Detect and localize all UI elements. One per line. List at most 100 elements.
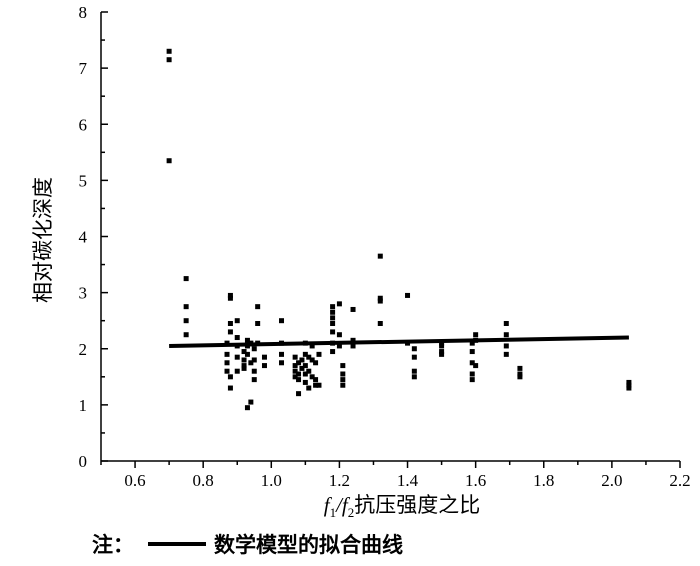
- note: 注： 数学模型的拟合曲线: [92, 533, 403, 557]
- data-point: [626, 379, 632, 385]
- y-tick-label: 6: [79, 115, 88, 134]
- data-point: [350, 343, 356, 349]
- data-point: [503, 343, 509, 349]
- note-text: 数学模型的拟合曲线: [214, 533, 403, 557]
- data-point: [330, 320, 336, 326]
- x-tick-label: 1.2: [329, 471, 350, 490]
- data-point: [244, 351, 250, 357]
- x-tick-label: 1.8: [533, 471, 554, 490]
- data-point: [248, 399, 254, 405]
- data-point: [224, 360, 230, 366]
- data-point: [227, 329, 233, 335]
- data-point: [473, 332, 479, 338]
- data-point: [227, 295, 233, 301]
- x-tick-label: 0.8: [193, 471, 214, 490]
- data-point: [166, 48, 172, 54]
- data-point: [292, 354, 298, 360]
- y-tick-label: 0: [79, 452, 88, 471]
- x-ticks: 0.6 0.8 1.0 1.2 1.4 1.6 1.8 2.0 2.2: [100, 461, 691, 490]
- data-point: [296, 371, 302, 377]
- data-point: [313, 382, 319, 388]
- x-axis-title: f1/f2抗压强度之比: [324, 493, 481, 520]
- data-point: [336, 332, 342, 338]
- data-point: [241, 365, 247, 371]
- x-tick-label: 1.6: [465, 471, 486, 490]
- data-point: [517, 371, 523, 377]
- data-point: [255, 304, 261, 310]
- data-point: [377, 253, 383, 259]
- data-points: [166, 48, 632, 411]
- data-point: [296, 377, 302, 383]
- x-tick-label: 1.4: [397, 471, 419, 490]
- data-point: [469, 377, 475, 383]
- data-point: [302, 363, 308, 369]
- data-point: [227, 292, 233, 298]
- y-tick-label: 4: [79, 228, 88, 247]
- data-point: [405, 292, 411, 298]
- data-point: [227, 320, 233, 326]
- y-tick-label: 2: [79, 340, 88, 359]
- data-point: [411, 368, 417, 374]
- data-point: [330, 304, 336, 310]
- x-tick-label: 2.0: [601, 471, 622, 490]
- data-point: [279, 351, 285, 357]
- data-point: [517, 374, 523, 380]
- data-point: [227, 374, 233, 380]
- data-point: [261, 354, 267, 360]
- data-point: [183, 276, 189, 282]
- data-point: [296, 360, 302, 366]
- data-point: [306, 354, 312, 360]
- data-point: [234, 335, 240, 341]
- data-point: [503, 320, 509, 326]
- data-point: [411, 374, 417, 380]
- x-tick-label: 2.2: [669, 471, 690, 490]
- data-point: [340, 377, 346, 383]
- data-point: [330, 315, 336, 321]
- data-point: [309, 343, 315, 349]
- x-tick-label: 1.0: [261, 471, 282, 490]
- x-title-slash: /: [335, 493, 344, 517]
- data-point: [503, 332, 509, 338]
- data-point: [439, 343, 445, 349]
- data-point: [166, 57, 172, 63]
- data-point: [292, 374, 298, 380]
- y-tick-label: 8: [79, 3, 88, 22]
- data-point: [336, 343, 342, 349]
- data-point: [279, 360, 285, 366]
- data-point: [183, 304, 189, 310]
- data-point: [302, 371, 308, 377]
- data-point: [306, 385, 312, 391]
- data-point: [302, 351, 308, 357]
- data-point: [234, 318, 240, 324]
- data-point: [302, 379, 308, 385]
- fit-line: [169, 335, 629, 348]
- data-point: [336, 301, 342, 307]
- data-point: [241, 363, 247, 369]
- data-point: [377, 295, 383, 301]
- data-point: [439, 340, 445, 346]
- data-point: [377, 320, 383, 326]
- data-point: [183, 332, 189, 338]
- data-point: [340, 371, 346, 377]
- y-tick-label: 7: [79, 59, 88, 78]
- x-title-suffix: 抗压强度之比: [354, 493, 480, 517]
- data-point: [316, 351, 322, 357]
- data-point: [350, 306, 356, 312]
- data-point: [224, 351, 230, 357]
- data-point: [411, 346, 417, 352]
- data-point: [350, 337, 356, 343]
- data-point: [469, 371, 475, 377]
- data-point: [469, 360, 475, 366]
- data-point: [251, 377, 257, 383]
- data-point: [244, 337, 250, 343]
- data-point: [299, 357, 305, 363]
- data-point: [296, 391, 302, 397]
- data-point: [469, 349, 475, 355]
- data-point: [313, 360, 319, 366]
- y-axis-title: 相对碳化深度: [31, 177, 55, 303]
- data-point: [279, 318, 285, 324]
- x-title-f2: f: [342, 493, 351, 517]
- data-point: [309, 357, 315, 363]
- x-title-f1: f: [324, 493, 333, 517]
